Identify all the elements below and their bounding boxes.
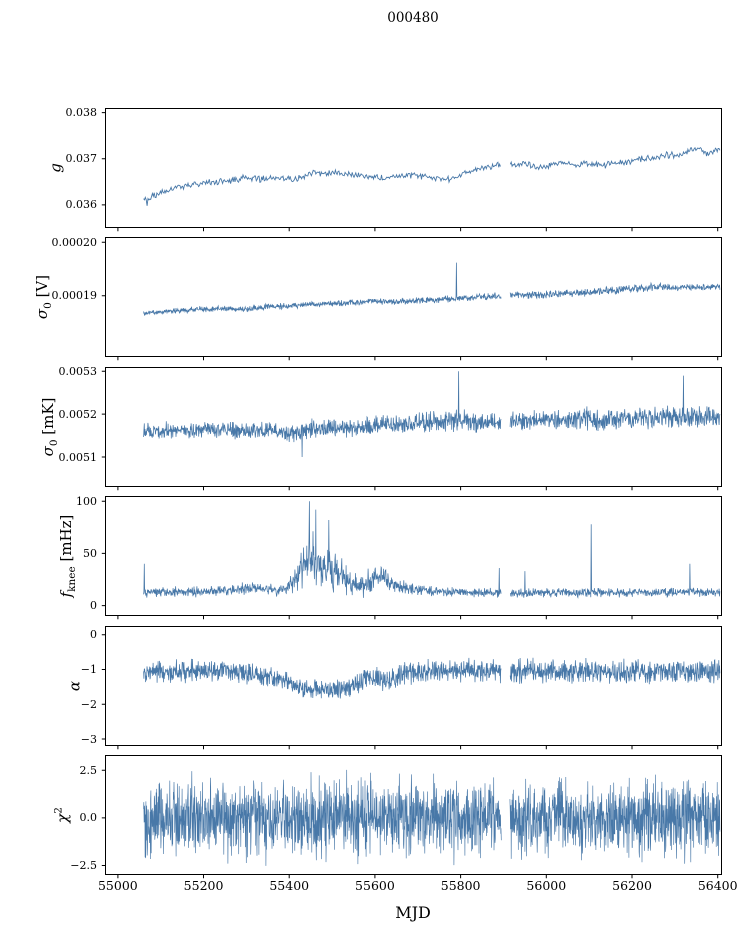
- y-tick-label: 0.00019: [51, 289, 98, 303]
- y-tick-label: 0: [90, 628, 97, 642]
- tick-marks: [101, 769, 719, 879]
- y-axis-label-g: g: [46, 163, 65, 173]
- y-label-symbol: f: [57, 591, 76, 598]
- x-tick-label: 55400: [269, 878, 310, 893]
- y-label-subscript: 0: [47, 439, 60, 447]
- y-label-symbol: σ: [32, 308, 51, 320]
- y-tick-label: 0.0: [79, 811, 98, 825]
- y-tick-label: 0.037: [65, 152, 98, 166]
- y-label-subscript: knee: [66, 566, 79, 592]
- y-label-unit: [mHz]: [57, 514, 76, 567]
- y-tick-label: −2: [80, 697, 97, 711]
- x-tick-label: 55800: [440, 878, 481, 893]
- y-axis-label-sigma0_mK: σ0 [mK]: [38, 397, 60, 457]
- y-tick-label: −3: [80, 732, 97, 746]
- x-tick-label: 56400: [697, 878, 738, 893]
- axes-frame: [105, 755, 722, 875]
- panel-sigma0_V: 0.00020 0.00019 σ0 [V]: [0, 235, 741, 361]
- series-line-alpha: [143, 657, 721, 699]
- panel-plot-chi2: [101, 755, 722, 879]
- panel-alpha: 0 −1 −2 −3 α: [0, 626, 741, 750]
- panel-plot-alpha: [101, 626, 722, 750]
- y-tick-label: 0.036: [65, 198, 98, 212]
- y-tick-label: 0: [90, 599, 97, 613]
- y-label-symbol: α: [65, 680, 84, 692]
- series-line-g: [143, 146, 721, 206]
- panel-g: 0.038 0.037 0.036 g: [0, 106, 741, 232]
- tick-marks: [101, 634, 719, 750]
- y-axis-label-alpha: α: [65, 680, 84, 692]
- axes-frame: [105, 367, 722, 487]
- series-line-sigma0_mK: [143, 371, 721, 458]
- panel-f_knee: 100 50 0 fknee [mHz]: [0, 494, 741, 620]
- y-label-symbol: χ: [53, 813, 72, 823]
- panels: 0.038 0.037 0.036 g 0.00020 0.00019 σ0 [V] 0.00…: [0, 106, 741, 879]
- panel-sigma0_mK: 0.0053 0.0052 0.0051 σ0 [mK]: [0, 364, 741, 491]
- series-line-chi2: [143, 769, 721, 866]
- series-line-sigma0_V: [143, 262, 721, 316]
- y-tick-label: 2.5: [79, 763, 98, 777]
- axes-frame: [105, 237, 722, 357]
- x-axis-label: MJD: [395, 903, 431, 922]
- y-tick-label: 50: [83, 546, 97, 560]
- y-label-symbol: g: [46, 163, 65, 173]
- tick-marks: [101, 241, 719, 361]
- y-axis-label-chi2: χ2: [52, 807, 72, 823]
- panel-plot-f_knee: [101, 496, 722, 620]
- y-label-unit: [mK]: [38, 397, 57, 440]
- axes-frame: [105, 626, 722, 746]
- tick-marks: [101, 370, 719, 491]
- axes-frame: [105, 108, 722, 228]
- x-tick-label: 56200: [612, 878, 652, 893]
- y-label-subscript: 0: [41, 302, 54, 309]
- figure-title: 000480: [387, 10, 439, 26]
- y-tick-label: 0.0051: [58, 450, 98, 464]
- x-axis-ticks: 55000 55200 55400 55600 55800 56000 56200 56400: [0, 879, 741, 897]
- y-tick-label: 0.00020: [51, 235, 98, 249]
- y-tick-label: −2.5: [70, 858, 97, 872]
- y-tick-label: 0.038: [65, 106, 98, 120]
- x-tick-label: 55200: [183, 878, 224, 893]
- panel-chi2: 2.5 0.0 −2.5 χ2: [0, 755, 741, 879]
- tick-marks: [101, 112, 719, 232]
- panel-plot-sigma0_mK: [101, 367, 722, 491]
- series-line-f_knee: [143, 501, 721, 599]
- y-label-superscript: 2: [52, 807, 65, 814]
- y-axis-label-f_knee: fknee [mHz]: [57, 514, 79, 598]
- y-label-symbol: σ: [38, 446, 57, 457]
- panel-plot-g: [101, 108, 722, 232]
- y-tick-label: −1: [80, 662, 97, 676]
- x-tick-label: 56000: [526, 878, 567, 893]
- y-tick-label: 100: [76, 494, 97, 508]
- x-tick-label: 55000: [97, 878, 138, 893]
- tick-marks: [101, 500, 719, 620]
- axes-frame: [105, 496, 722, 616]
- y-label-unit: [V]: [32, 274, 51, 303]
- y-tick-label: 0.0052: [58, 407, 98, 421]
- y-tick-label: 0.0053: [58, 364, 98, 378]
- panel-plot-sigma0_V: [101, 237, 722, 361]
- y-axis-label-sigma0_V: σ0 [V]: [32, 274, 54, 320]
- x-tick-label: 55600: [355, 878, 395, 893]
